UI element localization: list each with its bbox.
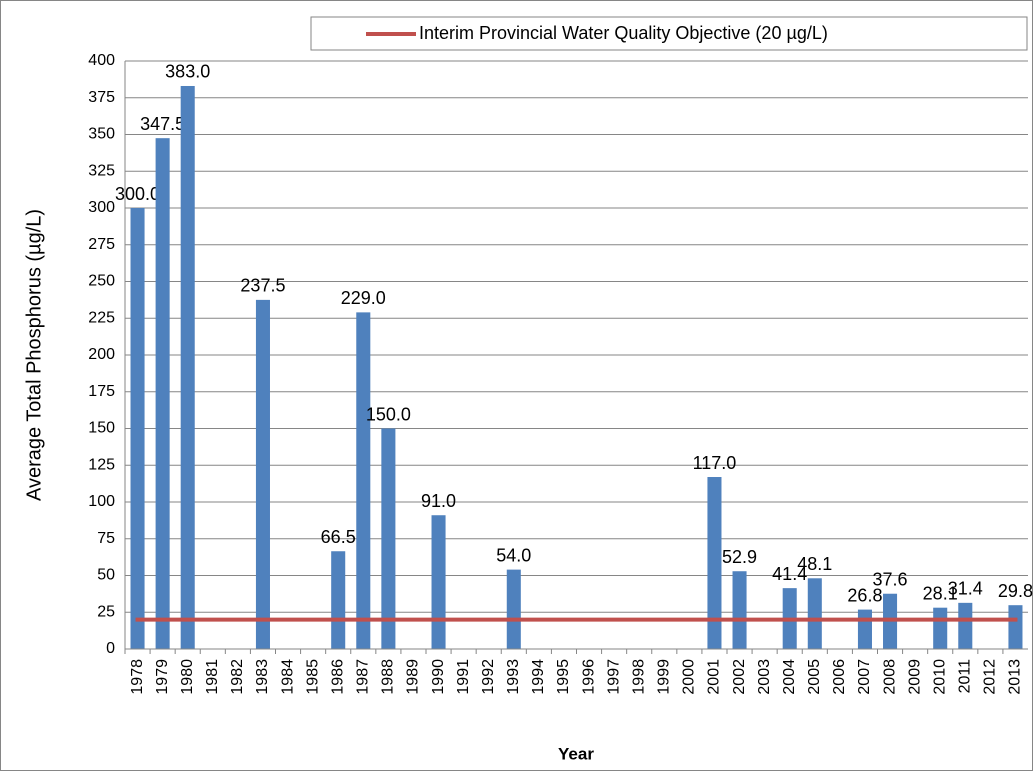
y-tick-label: 325	[88, 162, 115, 179]
x-tick-label: 1993	[505, 659, 522, 695]
x-tick-label: 1996	[580, 659, 597, 695]
data-label: 37.6	[873, 569, 908, 589]
y-tick-label: 275	[88, 236, 115, 253]
bar	[130, 208, 145, 649]
data-label: 237.5	[240, 276, 285, 296]
bar	[857, 609, 872, 649]
x-tick-label: 2009	[906, 659, 923, 695]
x-tick-label: 1992	[480, 659, 497, 695]
y-tick-label: 400	[88, 52, 115, 69]
bar	[958, 602, 973, 649]
data-label: 41.4	[772, 564, 807, 584]
y-tick-label: 0	[106, 640, 115, 657]
x-tick-label: 1985	[304, 659, 321, 695]
x-tick-label: 1989	[405, 659, 422, 695]
y-tick-label: 375	[88, 89, 115, 106]
bar	[155, 138, 170, 650]
y-tick-label: 300	[88, 199, 115, 216]
x-tick-label: 1998	[630, 659, 647, 695]
bar	[1008, 605, 1023, 649]
y-tick-label: 50	[97, 567, 115, 584]
y-tick-label: 200	[88, 346, 115, 363]
data-label: 54.0	[496, 545, 531, 565]
x-tick-label: 1986	[329, 659, 346, 695]
legend-box	[310, 16, 1028, 51]
bar	[707, 477, 722, 649]
data-label: 48.1	[797, 554, 832, 574]
x-tick-label: 2011	[957, 659, 974, 694]
x-tick-label: 1984	[279, 659, 296, 695]
y-axis-title: Average Total Phosphorus (µg/L)	[23, 209, 45, 501]
data-label: 29.8	[998, 581, 1033, 601]
bar	[356, 312, 371, 649]
data-label: 26.8	[847, 585, 882, 605]
x-tick-label: 1990	[430, 659, 447, 695]
y-tick-label: 75	[97, 530, 115, 547]
x-tick-label: 2013	[1007, 659, 1024, 695]
bar	[933, 607, 948, 649]
data-label: 229.0	[341, 288, 386, 308]
x-tick-label: 2004	[781, 659, 798, 695]
y-tick-label: 250	[88, 273, 115, 290]
data-label: 383.0	[165, 62, 210, 82]
data-label: 150.0	[366, 404, 411, 424]
x-tick-label: 1979	[154, 659, 171, 695]
x-tick-label: 2002	[731, 659, 748, 695]
x-tick-label: 1981	[204, 659, 221, 695]
bar	[331, 551, 346, 649]
y-tick-label: 150	[88, 420, 115, 437]
x-tick-label: 1983	[254, 659, 271, 695]
data-label: 66.5	[321, 527, 356, 547]
x-axis-title: Year	[558, 744, 594, 763]
bar	[807, 578, 822, 649]
bar	[732, 571, 747, 649]
x-tick-label: 2006	[831, 659, 848, 695]
x-tick-label: 1994	[530, 659, 547, 695]
bar	[180, 85, 195, 650]
x-tick-label: 2000	[681, 659, 698, 695]
data-label: 91.0	[421, 491, 456, 511]
bar	[431, 515, 446, 649]
x-tick-label: 1978	[129, 659, 146, 695]
x-tick-label: 2012	[982, 659, 999, 695]
x-tick-label: 2010	[931, 659, 948, 695]
x-tick-label: 1988	[380, 659, 397, 695]
data-label: 117.0	[693, 453, 737, 473]
x-tick-label: 2005	[806, 659, 823, 695]
y-tick-label: 100	[88, 493, 115, 510]
y-tick-label: 125	[88, 456, 115, 473]
x-tick-label: 1997	[605, 659, 622, 695]
x-tick-label: 1991	[455, 659, 472, 695]
data-label: 347.5	[140, 114, 185, 134]
y-tick-label: 175	[88, 383, 115, 400]
x-tick-label: 1999	[656, 659, 673, 695]
x-tick-label: 1982	[229, 659, 246, 695]
bar	[506, 569, 521, 649]
x-tick-label: 1980	[179, 659, 196, 695]
x-tick-label: 1987	[355, 659, 372, 695]
x-tick-label: 2008	[881, 659, 898, 695]
data-label: 31.4	[948, 579, 983, 599]
x-tick-label: 2001	[706, 659, 723, 695]
legend-label: Interim Provincial Water Quality Objecti…	[419, 23, 828, 43]
y-tick-label: 225	[88, 309, 115, 326]
bar	[381, 428, 396, 649]
x-tick-label: 2007	[856, 659, 873, 695]
bar	[255, 299, 270, 649]
y-tick-label: 350	[88, 126, 115, 143]
data-label: 28.1	[923, 583, 958, 603]
x-tick-label: 2003	[756, 659, 773, 695]
data-label: 300.0	[115, 184, 160, 204]
x-tick-label: 1995	[555, 659, 572, 695]
y-tick-label: 25	[97, 603, 115, 620]
data-label: 52.9	[722, 547, 757, 567]
